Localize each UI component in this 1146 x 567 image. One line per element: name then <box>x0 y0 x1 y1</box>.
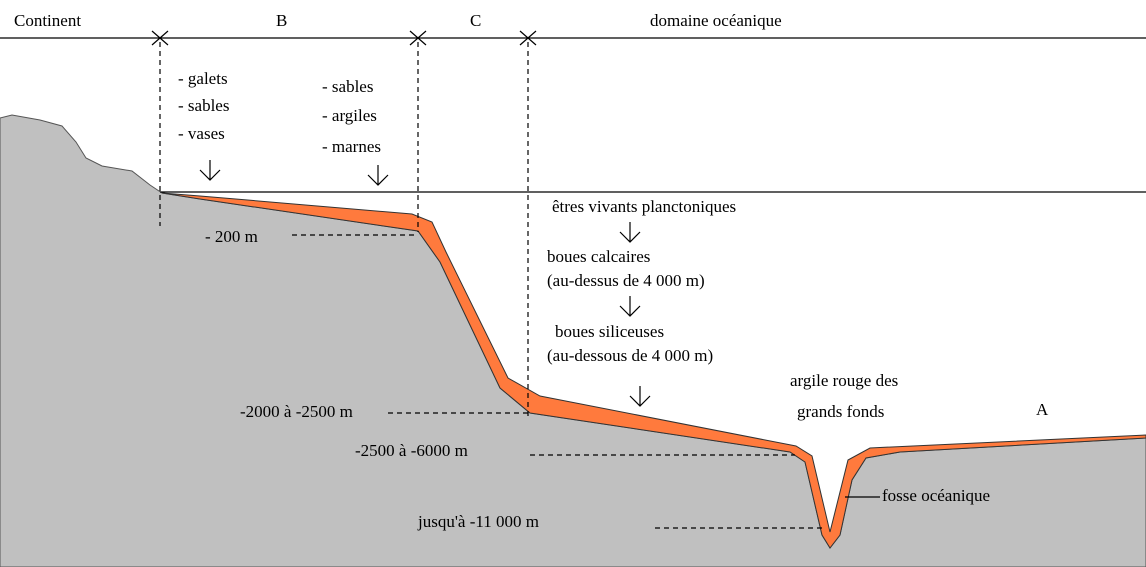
label: A <box>1036 400 1049 419</box>
label: -2500 à -6000 m <box>355 441 468 460</box>
label: C <box>470 11 481 30</box>
label: - 200 m <box>205 227 258 246</box>
label: fosse océanique <box>882 486 990 505</box>
arrow <box>629 386 651 407</box>
arrow <box>619 296 641 317</box>
label: - argiles <box>322 106 377 125</box>
arrow <box>619 222 641 243</box>
label: êtres vivants planctoniques <box>552 197 736 216</box>
label: boues siliceuses <box>555 322 664 341</box>
label: jusqu'à -11 000 m <box>417 512 539 531</box>
label: grands fonds <box>797 402 884 421</box>
arrow <box>199 160 221 181</box>
label: (au-dessus de 4 000 m) <box>547 271 705 290</box>
label: - marnes <box>322 137 381 156</box>
label: -2000 à -2500 m <box>240 402 353 421</box>
label: (au-dessous de 4 000 m) <box>547 346 713 365</box>
label: domaine océanique <box>650 11 782 30</box>
label: - sables <box>322 77 373 96</box>
markers <box>151 30 537 46</box>
label: - vases <box>178 124 225 143</box>
label: - galets <box>178 69 228 88</box>
sediment-layer <box>161 192 1146 549</box>
label: - sables <box>178 96 229 115</box>
label: Continent <box>14 11 81 30</box>
arrow <box>367 165 389 186</box>
label: B <box>276 11 287 30</box>
label: boues calcaires <box>547 247 650 266</box>
label: argile rouge des <box>790 371 898 390</box>
